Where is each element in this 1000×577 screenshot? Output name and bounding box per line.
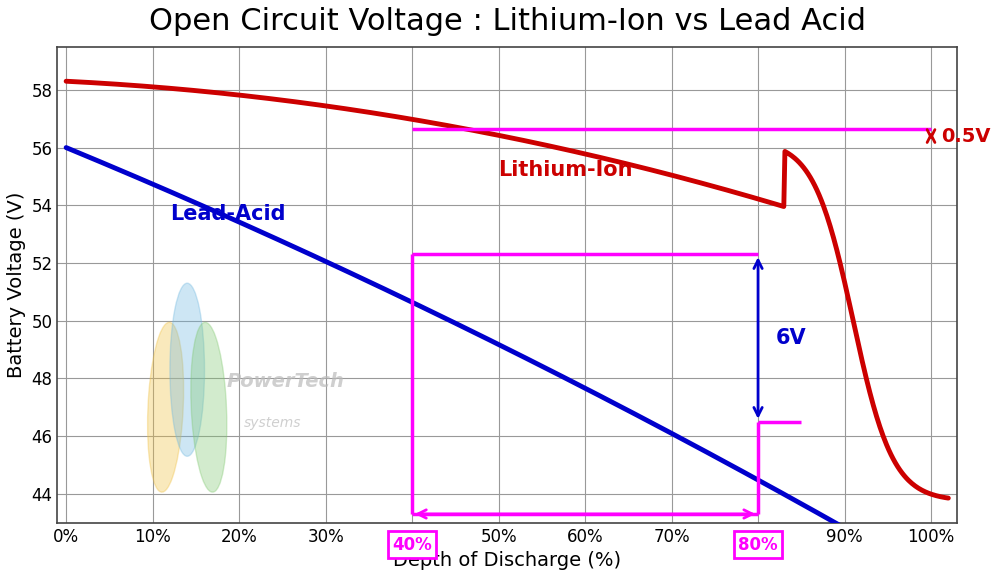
Text: Lead-Acid: Lead-Acid: [170, 204, 285, 224]
X-axis label: Depth of Discharge (%): Depth of Discharge (%): [393, 551, 621, 570]
Text: 40%: 40%: [392, 535, 432, 553]
Text: systems: systems: [243, 417, 301, 430]
Text: PowerTech: PowerTech: [226, 372, 344, 391]
Y-axis label: Battery Voltage (V): Battery Voltage (V): [7, 192, 26, 378]
Ellipse shape: [170, 283, 205, 456]
Text: 80%: 80%: [738, 535, 778, 553]
Title: Open Circuit Voltage : Lithium-Ion vs Lead Acid: Open Circuit Voltage : Lithium-Ion vs Le…: [149, 7, 866, 36]
Ellipse shape: [148, 323, 184, 492]
Text: 6V: 6V: [775, 328, 806, 348]
Text: Lithium-Ion: Lithium-Ion: [499, 160, 633, 181]
Text: 0.5V: 0.5V: [941, 126, 991, 145]
Ellipse shape: [191, 323, 227, 492]
